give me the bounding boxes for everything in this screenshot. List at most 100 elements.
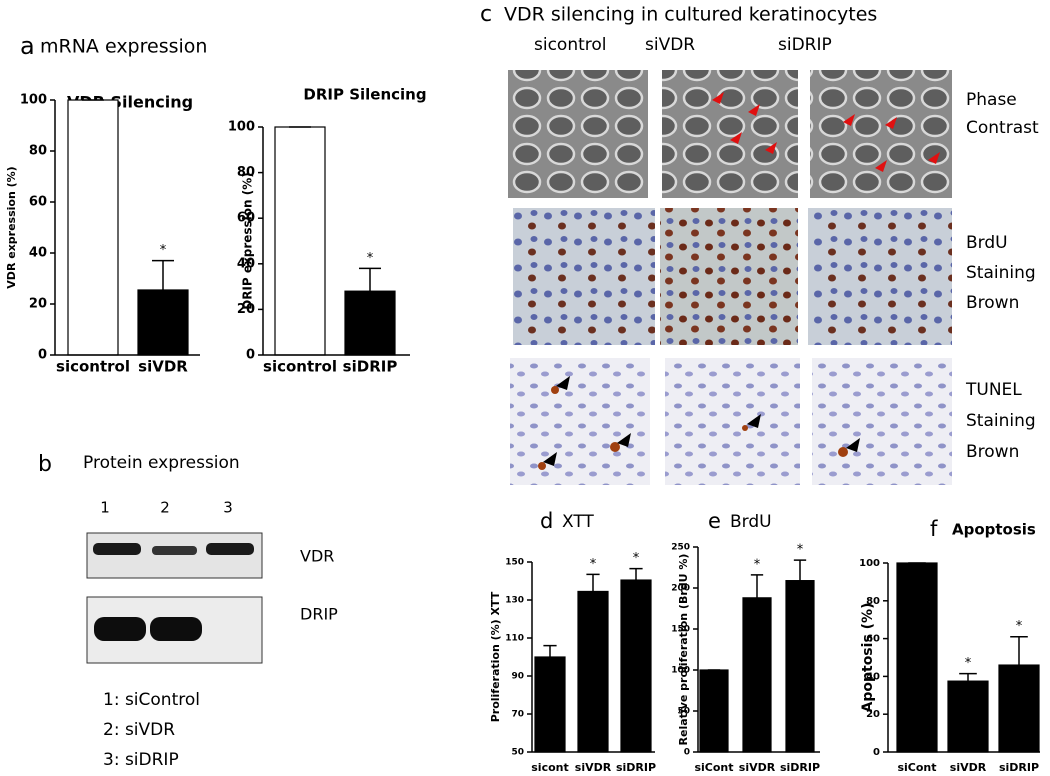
bar xyxy=(344,290,396,356)
row-label: Staining xyxy=(966,263,1036,283)
panel-b: b Protein expression 1 2 3 VDR DRIP 1: s… xyxy=(38,452,338,770)
column-label: sicontrol xyxy=(534,35,607,55)
bar xyxy=(947,680,989,753)
bar xyxy=(620,579,652,753)
x-tick-label: siDRIP xyxy=(616,761,656,774)
micrograph xyxy=(660,208,798,345)
x-tick-label: siCont xyxy=(694,761,733,774)
significance-marker: * xyxy=(590,557,597,572)
x-tick-label: siVDR xyxy=(575,761,612,774)
legend-entry: 3: siDRIP xyxy=(103,750,179,770)
chart: d XTT Proliferation (%) XTT 50 70 90 110 130 150… xyxy=(489,509,656,774)
significance-marker: * xyxy=(1016,619,1023,634)
bar xyxy=(577,590,609,753)
panel-title: VDR silencing in cultured keratinocytes xyxy=(504,4,877,26)
y-tick-label: 100 xyxy=(20,93,47,108)
x-tick-label: siVDR xyxy=(138,358,188,376)
x-tick-label: sicontrol xyxy=(56,358,130,376)
y-axis-label: DRIP expression (%) xyxy=(241,172,255,310)
y-tick-label: 20 xyxy=(29,297,47,312)
y-tick-label: 60 xyxy=(237,211,255,226)
panel-letter: e xyxy=(708,509,721,533)
significance-marker: * xyxy=(633,551,640,566)
lane-label: 1 xyxy=(100,499,110,517)
error-bar xyxy=(152,259,174,290)
y-tick-label: 60 xyxy=(866,634,880,645)
column-label: siDRIP xyxy=(778,35,832,55)
bar xyxy=(137,289,189,356)
y-tick-label: 90 xyxy=(511,672,524,682)
row-label: Brown xyxy=(966,442,1019,462)
y-tick-label: 100 xyxy=(859,558,880,569)
blot-label: VDR xyxy=(300,547,334,566)
y-tick-label: 80 xyxy=(866,596,880,607)
micrograph xyxy=(513,208,655,345)
y-tick-label: 150 xyxy=(671,625,690,635)
row-label: Staining xyxy=(966,411,1036,431)
y-tick-label: 20 xyxy=(237,302,255,317)
blot-label: DRIP xyxy=(300,605,338,624)
bar xyxy=(998,664,1040,753)
y-tick-label: 0 xyxy=(684,748,690,758)
row-label: BrdU xyxy=(966,233,1008,253)
tunel-arrowheads xyxy=(538,376,860,470)
x-tick-label: siVDR xyxy=(950,761,987,774)
y-tick-label: 150 xyxy=(505,558,524,568)
band xyxy=(206,543,254,555)
chart-title: XTT xyxy=(562,512,594,532)
x-tick-label: siCont xyxy=(897,761,936,774)
significance-marker: * xyxy=(754,557,761,572)
significance-marker: * xyxy=(797,543,804,558)
y-tick-label: 80 xyxy=(29,144,47,159)
y-axis-label: VDR expression (%) xyxy=(5,166,18,288)
band xyxy=(94,617,146,641)
micrograph xyxy=(662,70,798,198)
micrograph xyxy=(810,70,952,198)
y-tick-label: 40 xyxy=(866,671,880,682)
y-tick-label: 0 xyxy=(246,348,255,363)
micrograph xyxy=(510,358,650,485)
y-tick-label: 20 xyxy=(866,709,880,720)
panel-title: mRNA expression xyxy=(40,36,207,58)
significance-marker: * xyxy=(160,243,167,258)
y-tick-label: 50 xyxy=(511,748,524,758)
y-axis-label: Relative proliferation (BrdU %) xyxy=(677,554,690,746)
x-tick-label: siDRIP xyxy=(999,761,1039,774)
error-bar xyxy=(1010,635,1028,666)
panel-title: Protein expression xyxy=(83,453,240,473)
bar xyxy=(67,99,119,356)
chart: DRIP Silencing DRIP expression (%) 0 20 40 60… xyxy=(228,86,427,376)
chart-title: BrdU xyxy=(730,512,772,532)
panel-letter: c xyxy=(480,2,492,27)
chart: f Apoptosis Apoptosis (%) 0 20 40 60 80 100 siCon… xyxy=(859,517,1040,774)
legend-entry: 1: siControl xyxy=(103,690,200,710)
row-label: Brown xyxy=(966,293,1019,313)
y-tick-label: 40 xyxy=(237,256,255,271)
y-tick-label: 250 xyxy=(671,543,690,553)
band xyxy=(150,617,202,641)
column-label: siVDR xyxy=(645,35,695,55)
panel-letter: b xyxy=(38,452,52,477)
arrowheads xyxy=(712,92,940,172)
x-tick-label: sicont xyxy=(531,761,569,774)
y-tick-label: 130 xyxy=(505,596,524,606)
bar xyxy=(785,580,815,753)
y-tick-label: 40 xyxy=(29,246,47,261)
y-tick-label: 0 xyxy=(38,348,47,363)
panel-c: c VDR silencing in cultured keratinocyte… xyxy=(480,2,1039,485)
bar xyxy=(896,562,938,753)
blot xyxy=(86,532,263,579)
bar xyxy=(274,126,326,356)
bar xyxy=(699,669,729,753)
error-bar xyxy=(359,267,381,292)
band xyxy=(93,543,141,555)
x-tick-label: siDRIP xyxy=(780,761,820,774)
y-axis-label: Apoptosis (%) xyxy=(860,603,876,713)
error-bar xyxy=(750,574,764,598)
micrograph xyxy=(808,208,952,345)
y-tick-label: 0 xyxy=(873,747,880,758)
panel-letter: d xyxy=(540,509,553,533)
y-tick-label: 80 xyxy=(237,165,255,180)
